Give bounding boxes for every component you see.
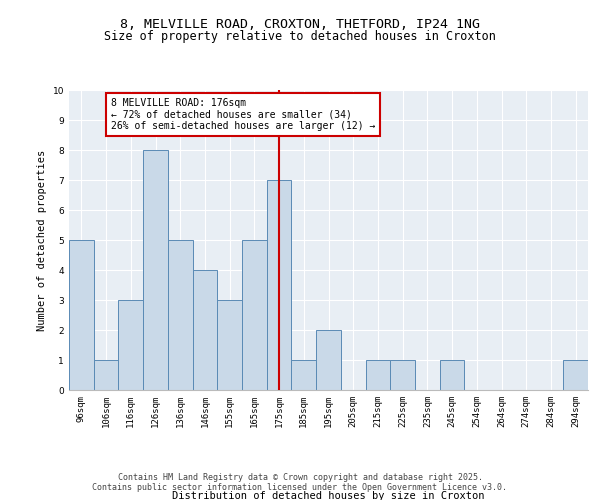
Bar <box>365 360 390 390</box>
Bar <box>267 180 292 390</box>
Bar <box>390 360 415 390</box>
Y-axis label: Number of detached properties: Number of detached properties <box>37 150 47 330</box>
Bar <box>118 300 143 390</box>
Text: Size of property relative to detached houses in Croxton: Size of property relative to detached ho… <box>104 30 496 43</box>
Text: 8, MELVILLE ROAD, CROXTON, THETFORD, IP24 1NG: 8, MELVILLE ROAD, CROXTON, THETFORD, IP2… <box>120 18 480 30</box>
Bar <box>563 360 588 390</box>
Bar <box>94 360 118 390</box>
Bar <box>168 240 193 390</box>
Bar <box>193 270 217 390</box>
Bar <box>143 150 168 390</box>
Text: 8 MELVILLE ROAD: 176sqm
← 72% of detached houses are smaller (34)
26% of semi-de: 8 MELVILLE ROAD: 176sqm ← 72% of detache… <box>111 98 376 130</box>
Bar <box>69 240 94 390</box>
Bar <box>292 360 316 390</box>
Bar <box>217 300 242 390</box>
Bar <box>440 360 464 390</box>
Bar <box>316 330 341 390</box>
X-axis label: Distribution of detached houses by size in Croxton: Distribution of detached houses by size … <box>172 491 485 500</box>
Bar <box>242 240 267 390</box>
Text: Contains HM Land Registry data © Crown copyright and database right 2025.
Contai: Contains HM Land Registry data © Crown c… <box>92 473 508 492</box>
